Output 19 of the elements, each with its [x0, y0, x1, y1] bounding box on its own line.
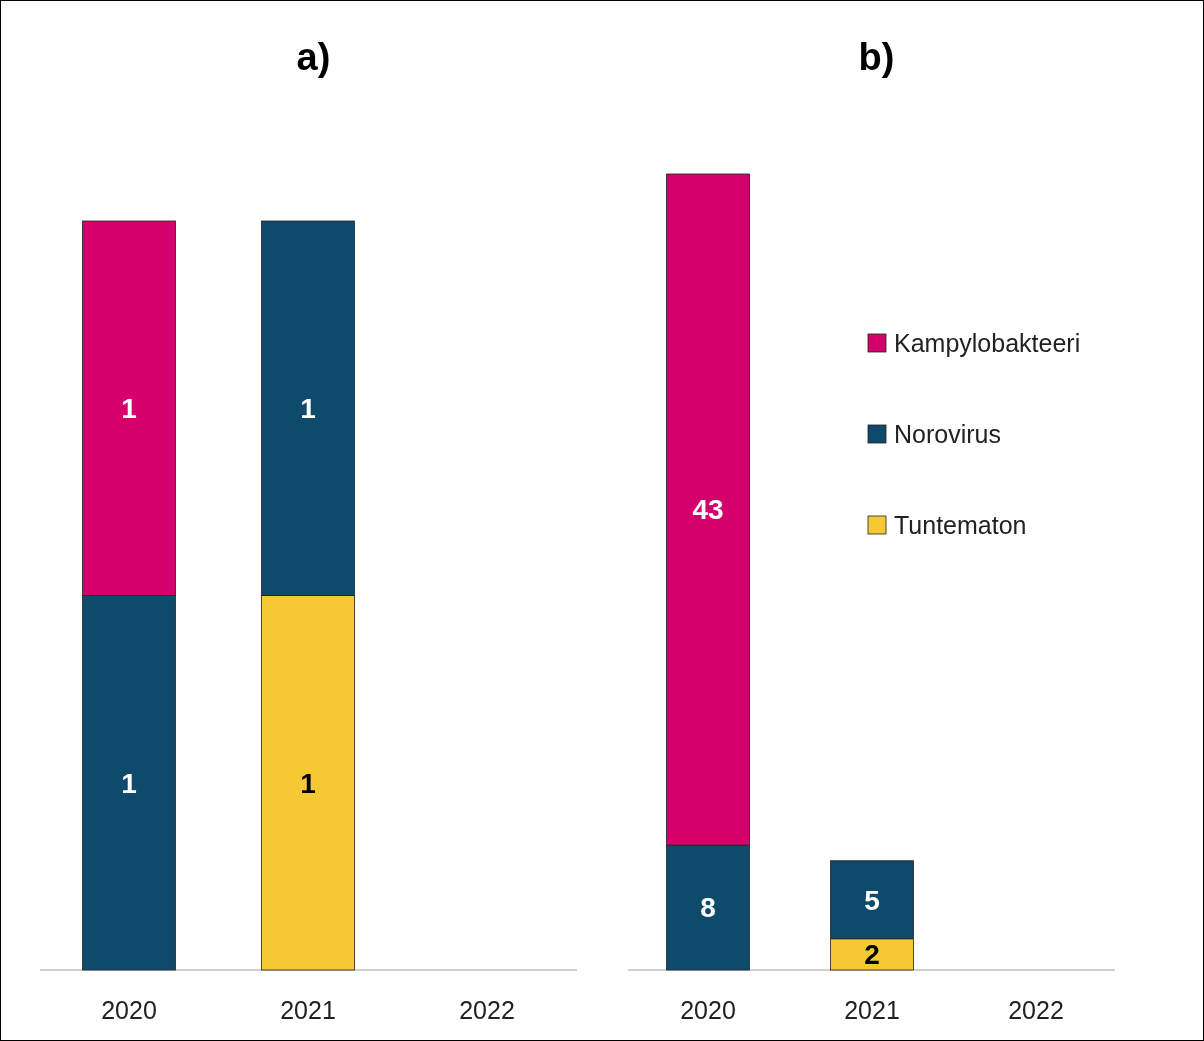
x-tick-label: 2021	[844, 995, 900, 1024]
legend-label: Kampylobakteeri	[894, 328, 1081, 357]
data-label: 8	[700, 892, 716, 924]
chart-title: a)	[296, 36, 331, 78]
data-label: 2	[864, 939, 880, 971]
data-label: 1	[121, 767, 137, 799]
x-tick-label: 2020	[680, 995, 736, 1024]
x-tick-label: 2020	[101, 995, 157, 1024]
x-tick-label: 2022	[1008, 995, 1064, 1024]
legend-label: Tuntematon	[894, 510, 1027, 539]
legend-label: Norovirus	[894, 419, 1001, 448]
chart-title: b)	[858, 36, 895, 78]
data-label: 1	[300, 767, 316, 799]
data-label: 1	[300, 393, 316, 425]
data-label: 5	[864, 884, 880, 916]
data-label: 1	[121, 393, 137, 425]
x-tick-label: 2022	[459, 995, 515, 1024]
data-label: 43	[692, 494, 724, 526]
x-tick-label: 2021	[280, 995, 336, 1024]
